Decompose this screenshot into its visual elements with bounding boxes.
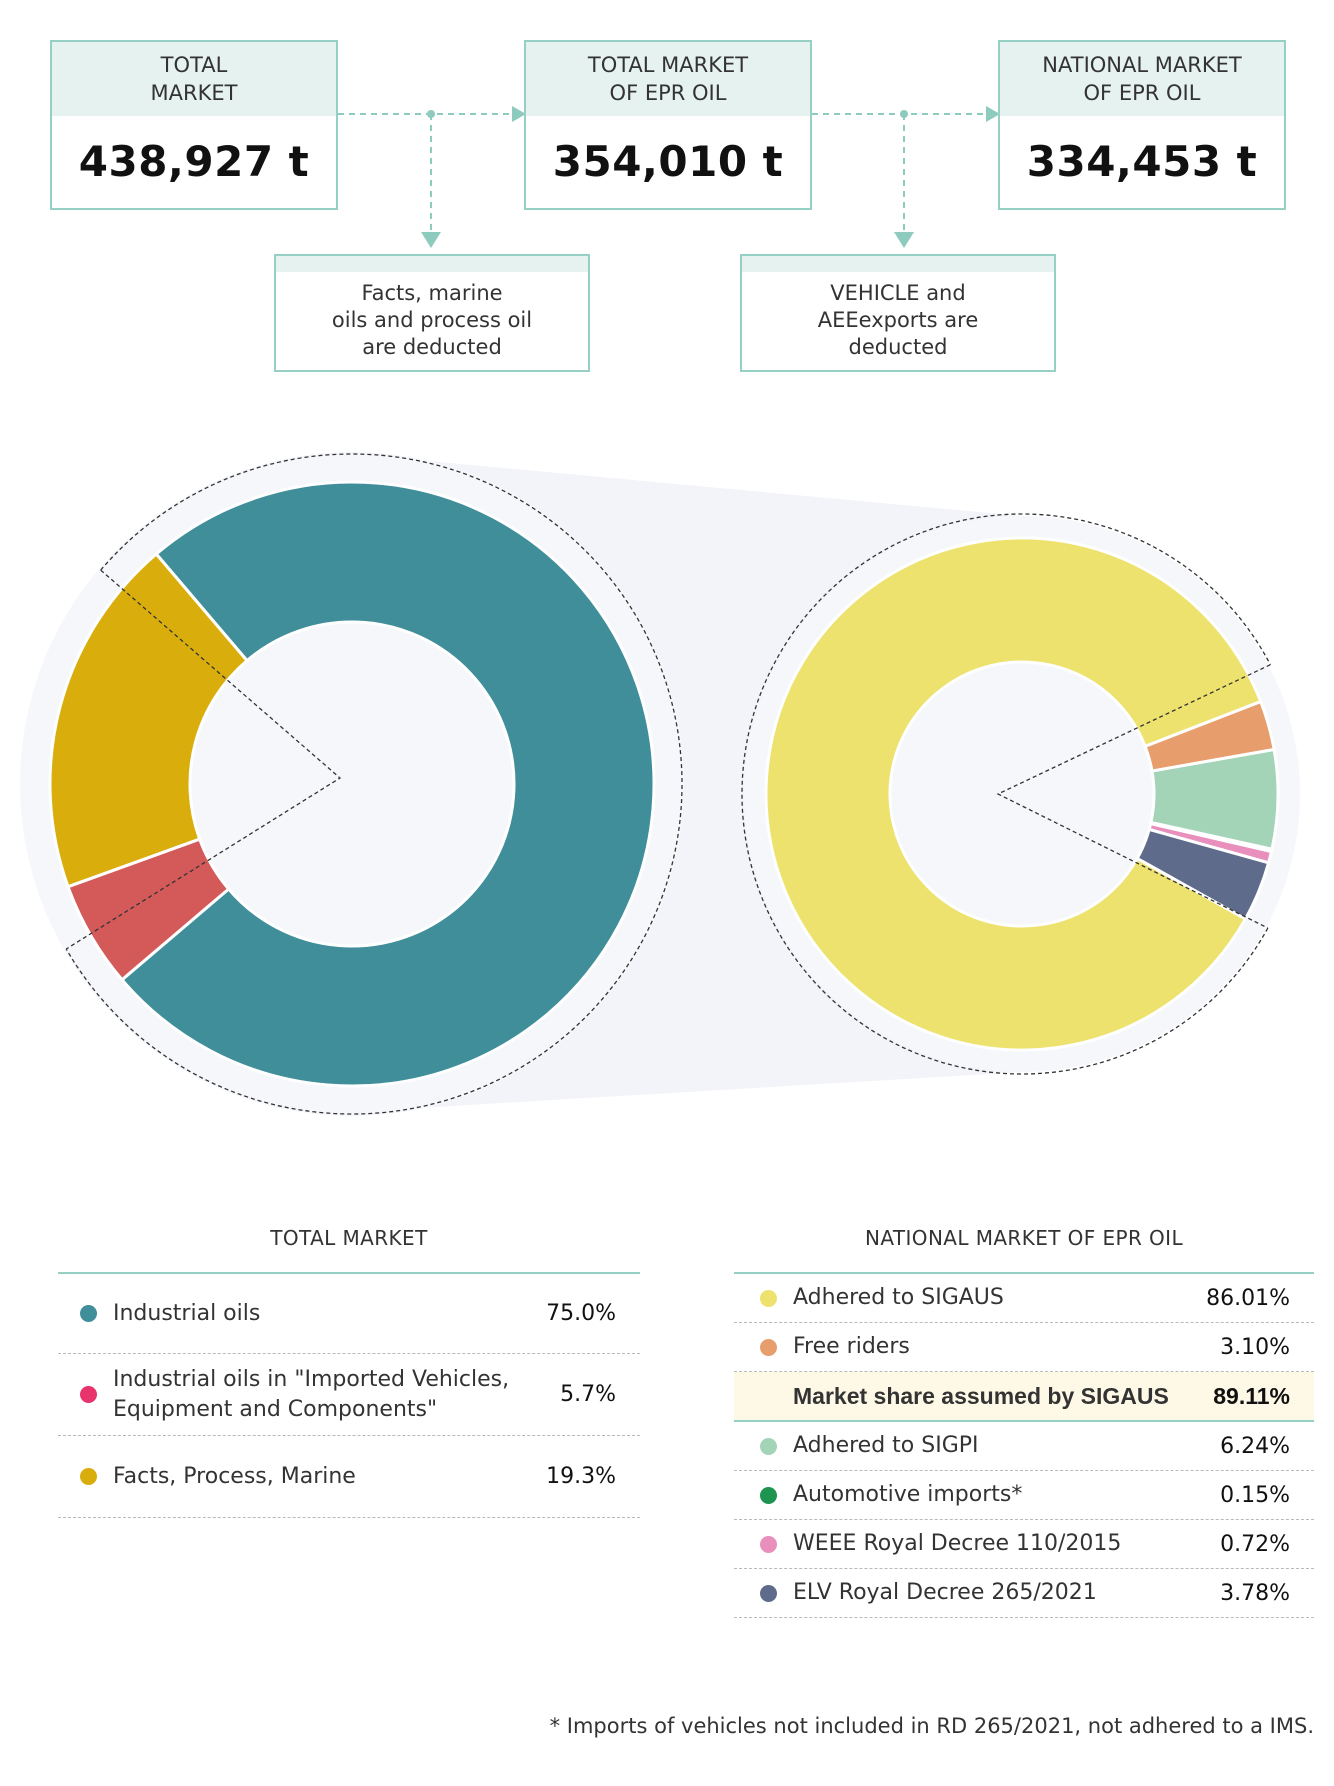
box-title: TOTAL MARKET: [52, 42, 336, 116]
left-legend-table: Industrial oils 75.0% Industrial oils in…: [58, 1272, 640, 1518]
right-table-title: NATIONAL MARKET OF EPR OIL: [865, 1226, 1183, 1250]
legend-label: Free riders: [793, 1334, 910, 1359]
slice-facts-process-marine: [48, 551, 250, 889]
note-strip: [742, 256, 1054, 272]
legend-swatch: [80, 1305, 97, 1322]
legend-value: 3.10%: [1220, 1334, 1290, 1360]
arrow-right-icon: [512, 106, 526, 122]
left-table-title: TOTAL MARKET: [270, 1226, 428, 1250]
total-market-box: TOTAL MARKET 438,927 t: [50, 40, 338, 210]
legend-label: Industrial oils in "Imported Vehicles, E…: [113, 1366, 510, 1422]
legend-label: Automotive imports*: [793, 1482, 1023, 1507]
legend-swatch: [760, 1437, 777, 1455]
legend-value: 5.7%: [560, 1382, 616, 1407]
legend-swatch: [760, 1535, 777, 1553]
deduction-note-2: VEHICLE and AEEexports are deducted: [740, 254, 1056, 372]
slice-industrial-oils: [119, 480, 656, 1088]
right-donut: [764, 536, 1280, 1052]
legend-row-elv: ELV Royal Decree 265/2021 3.78%: [734, 1569, 1314, 1618]
junction-dot-1: [427, 110, 435, 118]
box-title: TOTAL MARKET OF EPR OIL: [526, 42, 810, 116]
box-value: 438,927 t: [78, 136, 310, 186]
donut-charts: [20, 452, 1300, 1116]
note-strip: [276, 256, 588, 272]
deduction-note-1: Facts, marine oils and process oil are ded…: [274, 254, 590, 372]
legend-row-industrial-oils: Industrial oils 75.0%: [58, 1274, 640, 1354]
zoom-outlines: [65, 453, 1271, 1115]
legend-label: WEEE Royal Decree 110/2015: [793, 1531, 1122, 1556]
slice-adhered-sigaus: [764, 536, 1263, 1052]
legend-swatch: [80, 1468, 97, 1485]
legend-row-free-riders: Free riders 3.10%: [734, 1323, 1314, 1372]
total-market-epr-box: TOTAL MARKET OF EPR OIL 354,010 t: [524, 40, 812, 210]
note-text: Facts, marine oils and process oil are ded…: [331, 280, 533, 359]
legend-row-sigpi: Adhered to SIGPI 6.24%: [734, 1422, 1314, 1471]
legend-label: Industrial oils: [113, 1300, 261, 1326]
right-zoom-arc: [741, 513, 1271, 1075]
national-market-epr-box: NATIONAL MARKET OF EPR OIL 334,453 t: [998, 40, 1286, 210]
note-text: VEHICLE and AEEexports are deducted: [817, 280, 979, 359]
legend-value: 6.24%: [1220, 1433, 1290, 1459]
legend-row-automotive-imports: Automotive imports* 0.15%: [734, 1471, 1314, 1520]
legend-row-sigaus: Adhered to SIGAUS 86.01%: [734, 1274, 1314, 1323]
legend-swatch: [80, 1386, 97, 1403]
legend-swatch: [760, 1486, 777, 1504]
legend-label: Adhered to SIGAUS: [793, 1285, 1004, 1310]
legend-value: 0.15%: [1220, 1482, 1290, 1508]
legend-swatch: [760, 1338, 777, 1356]
table-top-rule: [734, 1272, 1314, 1274]
box-value: 334,453 t: [1026, 136, 1258, 186]
box-value: 354,010 t: [552, 136, 784, 186]
box-title: NATIONAL MARKET OF EPR OIL: [1000, 42, 1284, 116]
left-donut: [48, 480, 656, 1088]
legend-swatch: [760, 1584, 777, 1602]
arrow-down-icon: [421, 232, 441, 248]
legend-row-market-share-sigaus: Market share assumed by SIGAUS 89.11%: [734, 1372, 1314, 1422]
legend-label: Facts, Process, Marine: [113, 1463, 356, 1489]
legend-value: 86.01%: [1206, 1285, 1290, 1311]
arrow-down-icon: [894, 232, 914, 248]
footnote: * Imports of vehicles not included in RD…: [549, 1714, 1314, 1738]
junction-dot-2: [900, 110, 908, 118]
legend-value: 3.78%: [1220, 1580, 1290, 1606]
right-zoom-wedge: [996, 664, 1271, 929]
legend-value: 75.0%: [546, 1301, 616, 1326]
left-zoom-arc: [65, 453, 683, 1115]
legend-label: ELV Royal Decree 265/2021: [793, 1580, 1097, 1605]
legend-row-facts-process-marine: Facts, Process, Marine 19.3%: [58, 1436, 640, 1518]
slice-elv: [1135, 827, 1271, 921]
legend-row-imported-vehicles: Industrial oils in "Imported Vehicles, E…: [58, 1354, 640, 1436]
left-zoom-wedge: [65, 569, 342, 950]
legend-value: 0.72%: [1220, 1531, 1290, 1557]
flow-connectors: [338, 106, 1000, 248]
legend-value: 89.11%: [1213, 1382, 1290, 1409]
table-top-rule: [58, 1272, 640, 1274]
right-legend-table: Adhered to SIGAUS 86.01% Free riders 3.1…: [734, 1272, 1314, 1618]
legend-swatch: [760, 1289, 777, 1307]
arrow-right-icon: [986, 106, 1000, 122]
legend-label: Adhered to SIGPI: [793, 1433, 979, 1458]
legend-label: Market share assumed by SIGAUS: [793, 1383, 1169, 1409]
legend-value: 19.3%: [546, 1464, 616, 1489]
legend-row-weee: WEEE Royal Decree 110/2015 0.72%: [734, 1520, 1314, 1569]
